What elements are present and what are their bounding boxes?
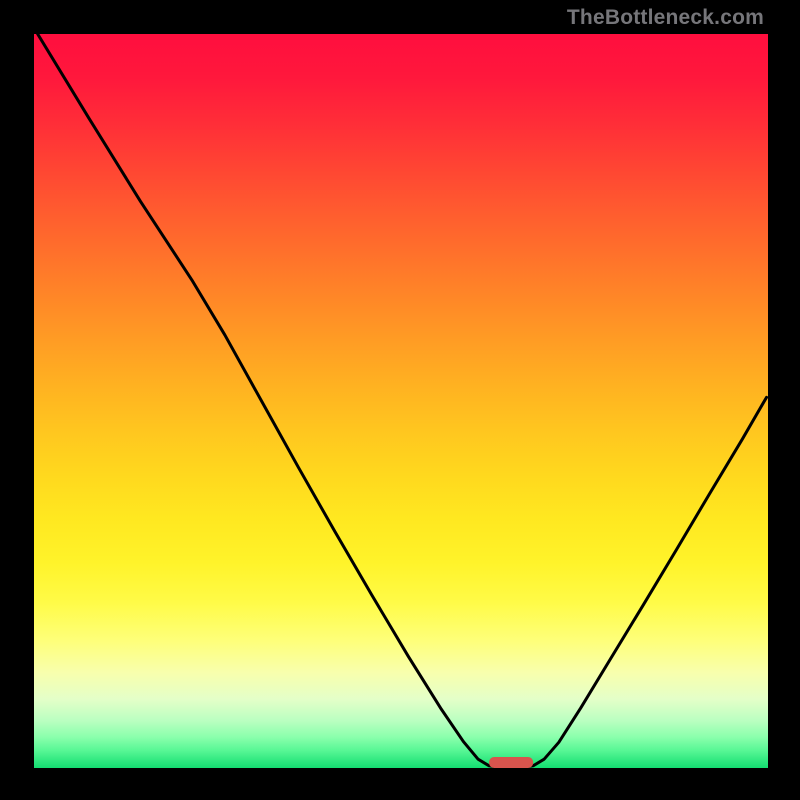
chart-frame: TheBottleneck.com <box>0 0 800 800</box>
gradient-background <box>34 34 768 768</box>
plot-svg <box>34 34 768 768</box>
minimum-marker <box>489 757 533 768</box>
watermark-text: TheBottleneck.com <box>567 6 764 30</box>
plot-area <box>34 34 768 768</box>
